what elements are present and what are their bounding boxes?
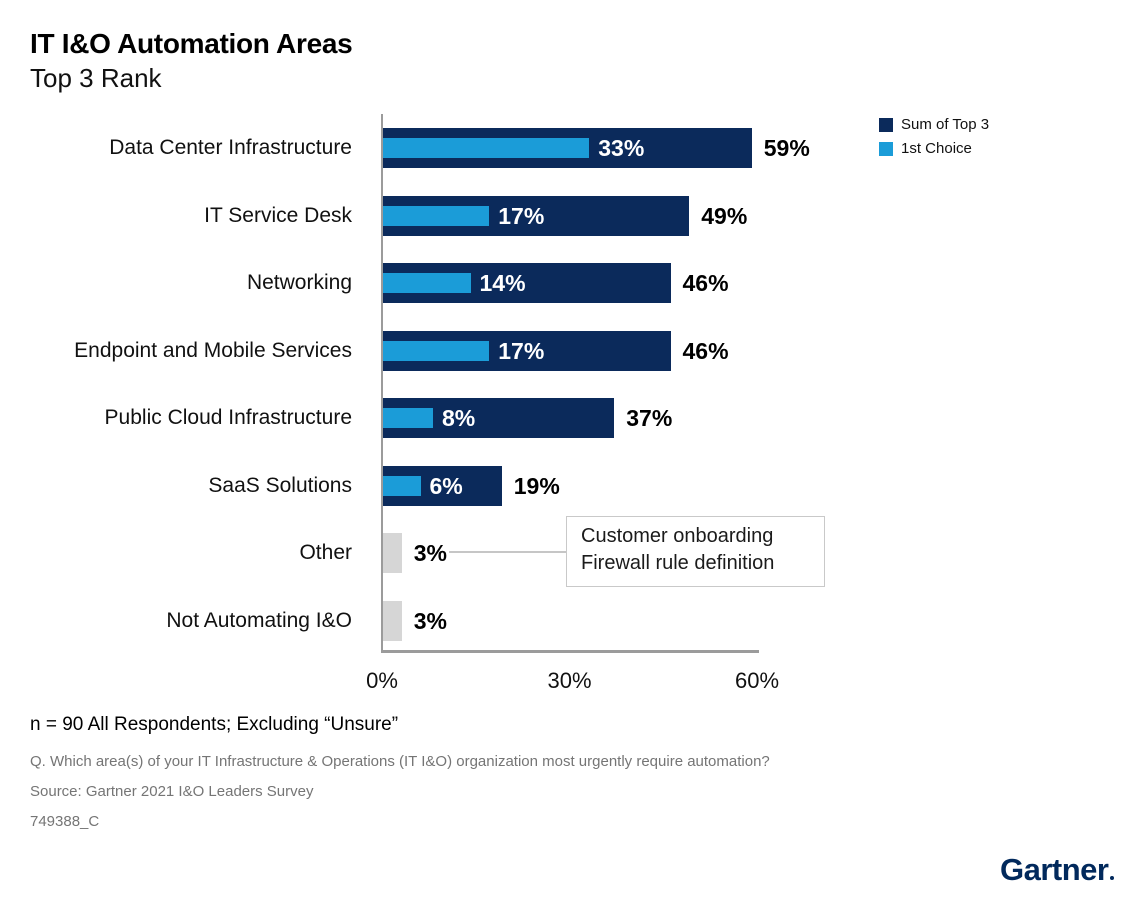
category-label: Not Automating I&O	[166, 608, 352, 632]
first-choice-bar	[383, 138, 590, 158]
first-choice-value-label: 8%	[442, 405, 476, 431]
sum-value-label: 3%	[413, 607, 447, 634]
first-choice-value-label: 17%	[498, 202, 545, 229]
sum-value-label: 3%	[413, 540, 447, 566]
first-choice-value-label: 33%	[598, 135, 645, 161]
gartner-logo: Gartner	[1000, 852, 1115, 888]
annotation-line: Customer onboarding	[581, 525, 774, 547]
category-label: IT Service Desk	[204, 203, 352, 227]
x-tick-label: 60%	[734, 668, 780, 693]
annotation-box: Customer onboarding Firewall rule defini…	[566, 516, 825, 587]
first-choice-bar	[383, 273, 471, 293]
sum-value-label: 46%	[682, 270, 729, 296]
category-label: SaaS Solutions	[208, 473, 352, 497]
sum-value-label: 19%	[513, 472, 560, 499]
sum-of-top-3-swatch	[879, 117, 893, 132]
legend-item-sum-of-top-3: Sum of Top 3	[879, 117, 989, 132]
sum-value-label: 49%	[701, 202, 748, 229]
x-axis-line	[381, 650, 759, 653]
source-note: Source: Gartner 2021 I&O Leaders Survey	[30, 783, 314, 800]
category-label: Public Cloud Infrastructure	[104, 406, 352, 429]
sum-value-label: 59%	[763, 135, 810, 161]
sample-size-note: n = 90 All Respondents; Excluding “Unsur…	[30, 714, 399, 735]
first-choice-value-label: 14%	[479, 270, 526, 296]
survey-question: Q. Which area(s) of your IT Infrastructu…	[30, 753, 770, 770]
other-bar	[383, 533, 402, 573]
legend: Sum of Top 3 1st Choice	[879, 117, 989, 156]
first-choice-bar	[383, 340, 490, 361]
registered-mark-dot	[1110, 876, 1115, 880]
legend-label: 1st Choice	[901, 140, 972, 157]
sum-value-label: 46%	[682, 337, 729, 364]
page-subtitle: Top 3 Rank	[30, 63, 162, 93]
other-bar	[383, 600, 402, 641]
document-id: 749388_C	[30, 813, 100, 830]
first-choice-value-label: 6%	[429, 472, 463, 499]
y-axis-line	[381, 114, 383, 652]
legend-item-1st-choice: 1st Choice	[879, 141, 989, 156]
page-title: IT I&O Automation Areas	[30, 28, 353, 59]
first-choice-value-label: 17%	[498, 337, 545, 364]
first-choice-bar	[383, 408, 433, 428]
category-label: Data Center Infrastructure	[109, 136, 352, 159]
category-label: Other	[299, 541, 352, 564]
first-choice-bar	[383, 475, 421, 496]
x-tick-label: 30%	[547, 668, 592, 693]
annotation-leader-line	[449, 551, 567, 553]
first-choice-swatch	[879, 141, 893, 156]
annotation-line: Firewall rule definition	[581, 552, 775, 574]
sum-value-label: 37%	[626, 405, 673, 431]
x-tick-label: 0%	[366, 668, 398, 693]
first-choice-bar	[383, 205, 490, 226]
category-label: Endpoint and Mobile Services	[74, 338, 352, 362]
legend-label: Sum of Top 3	[901, 116, 990, 133]
category-label: Networking	[246, 271, 352, 294]
